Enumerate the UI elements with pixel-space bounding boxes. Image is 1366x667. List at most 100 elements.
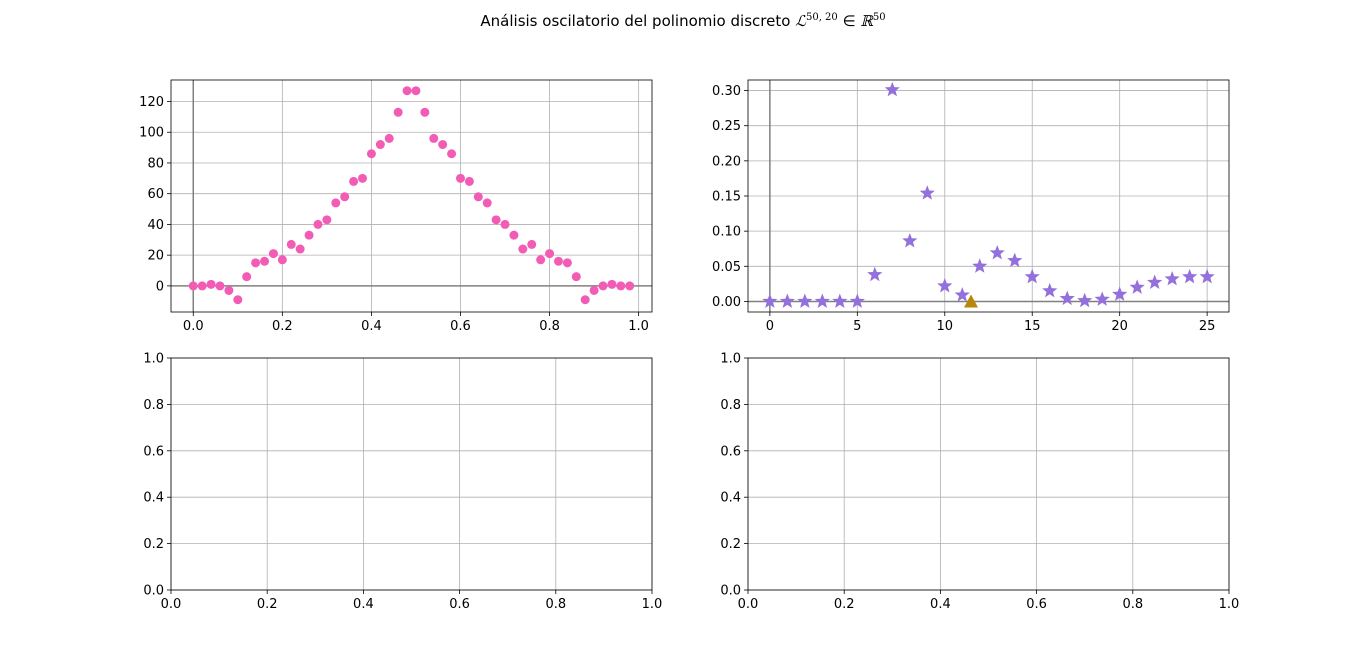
x-tick-label: 25 [1199, 319, 1216, 334]
data-point [304, 230, 314, 240]
data-point [580, 295, 590, 305]
x-tick-label: 0 [766, 319, 774, 334]
star-marker [902, 232, 918, 248]
star-marker [1042, 282, 1058, 298]
axes-frame [747, 357, 1230, 591]
y-tick-label: 0 [156, 279, 164, 294]
data-point [206, 279, 216, 289]
y-tick-label: 0.0 [720, 584, 741, 599]
data-point [509, 230, 519, 240]
x-tick-label: 0.2 [272, 319, 293, 334]
figure-title-r-superscript: 50 [872, 12, 886, 23]
x-tick-label: 0.4 [353, 597, 374, 612]
data-point [491, 215, 501, 225]
data-point [366, 149, 376, 159]
y-tick-label: 0.8 [720, 398, 741, 413]
y-tick-label: 80 [147, 156, 164, 171]
figure-title-r-symbol: ℝ [860, 12, 873, 30]
star-marker [1147, 274, 1163, 289]
x-tick-label: 0.2 [257, 597, 278, 612]
data-point [527, 239, 537, 249]
data-point [589, 285, 599, 295]
data-point [447, 149, 457, 159]
star-marker [797, 293, 813, 308]
x-tick-label: 0.8 [539, 319, 560, 334]
x-tick-label: 1.0 [628, 319, 649, 334]
data-point [500, 219, 510, 229]
data-point [251, 258, 261, 268]
data-point [349, 176, 359, 186]
data-point [625, 281, 635, 291]
star-marker [1007, 252, 1023, 268]
x-tick-label: 20 [1111, 319, 1128, 334]
data-point [375, 140, 385, 150]
star-marker [884, 81, 900, 97]
x-tick-label: 0.0 [161, 597, 182, 612]
y-tick-label: 0.05 [712, 260, 741, 275]
data-point [562, 258, 572, 268]
y-tick-label: 1.0 [720, 352, 741, 367]
data-point [331, 198, 341, 208]
data-point [402, 86, 412, 96]
data-point [224, 285, 234, 295]
y-tick-label: 20 [147, 249, 164, 264]
star-marker [832, 293, 848, 308]
y-tick-label: 0.20 [712, 154, 741, 169]
star-marker [1182, 268, 1198, 284]
star-marker [1094, 291, 1110, 306]
x-tick-label: 1.0 [1219, 597, 1240, 612]
x-tick-label: 0.4 [930, 597, 951, 612]
y-tick-label: 0.2 [143, 537, 164, 552]
y-tick-label: 0.25 [712, 119, 741, 134]
x-tick-label: 0.0 [183, 319, 204, 334]
triangle-marker [964, 294, 979, 308]
star-marker [1199, 268, 1215, 284]
figure-title-prefix: Análisis oscilatorio del polinomio discr… [480, 12, 796, 30]
x-tick-label: 1.0 [642, 597, 663, 612]
x-tick-label: 0.4 [361, 319, 382, 334]
data-point [322, 215, 332, 225]
y-tick-label: 0.2 [720, 537, 741, 552]
data-point [518, 244, 528, 254]
star-marker [989, 244, 1005, 260]
data-point [429, 133, 439, 143]
data-point [313, 219, 323, 229]
data-point [295, 244, 305, 254]
data-point [571, 272, 581, 282]
star-marker [1059, 290, 1075, 306]
x-tick-label: 5 [853, 319, 861, 334]
y-tick-label: 0.6 [143, 444, 164, 459]
data-point [215, 281, 225, 291]
x-tick-label: 0.6 [450, 319, 471, 334]
chart-panel-top-left: 0.0 0.2 0.4 0.6 0.8 1.0 0 20 40 60 80 100 120 [139, 79, 653, 334]
data-point [340, 192, 350, 202]
star-marker [1077, 292, 1093, 308]
data-point [553, 256, 563, 266]
figure-title: Análisis oscilatorio del polinomio discr… [0, 12, 1366, 30]
data-point [420, 107, 430, 117]
y-tick-label: 0.0 [143, 584, 164, 599]
data-point [197, 281, 207, 291]
chart-panel-bottom-right: 0.0 0.2 0.4 0.6 0.8 1.0 0.0 0.2 0.4 0.6 0.8 1.0 [720, 352, 1239, 613]
star-marker [1024, 268, 1040, 284]
star-marker [779, 293, 795, 308]
y-tick-label: 0.15 [712, 190, 741, 205]
x-tick-label: 0.0 [738, 597, 759, 612]
data-point [536, 255, 546, 265]
x-tick-label: 0.8 [545, 597, 566, 612]
x-tick-label: 0.8 [1122, 597, 1143, 612]
data-point [242, 272, 252, 282]
star-marker [762, 293, 778, 308]
y-tick-label: 0.4 [143, 491, 164, 506]
figure-title-l-symbol: ℒ [795, 12, 806, 30]
data-point [233, 295, 243, 305]
figure-title-operator: ℒ50, 20 [795, 12, 838, 30]
chart-panel-bottom-left: 0.0 0.2 0.4 0.6 0.8 1.0 0.0 0.2 0.4 0.6 0.8 1.0 [143, 352, 662, 613]
star-marker [954, 287, 970, 302]
data-point [277, 255, 287, 265]
star-marker [1164, 270, 1180, 286]
x-tick-label: 0.6 [1026, 597, 1047, 612]
data-point [464, 176, 474, 186]
